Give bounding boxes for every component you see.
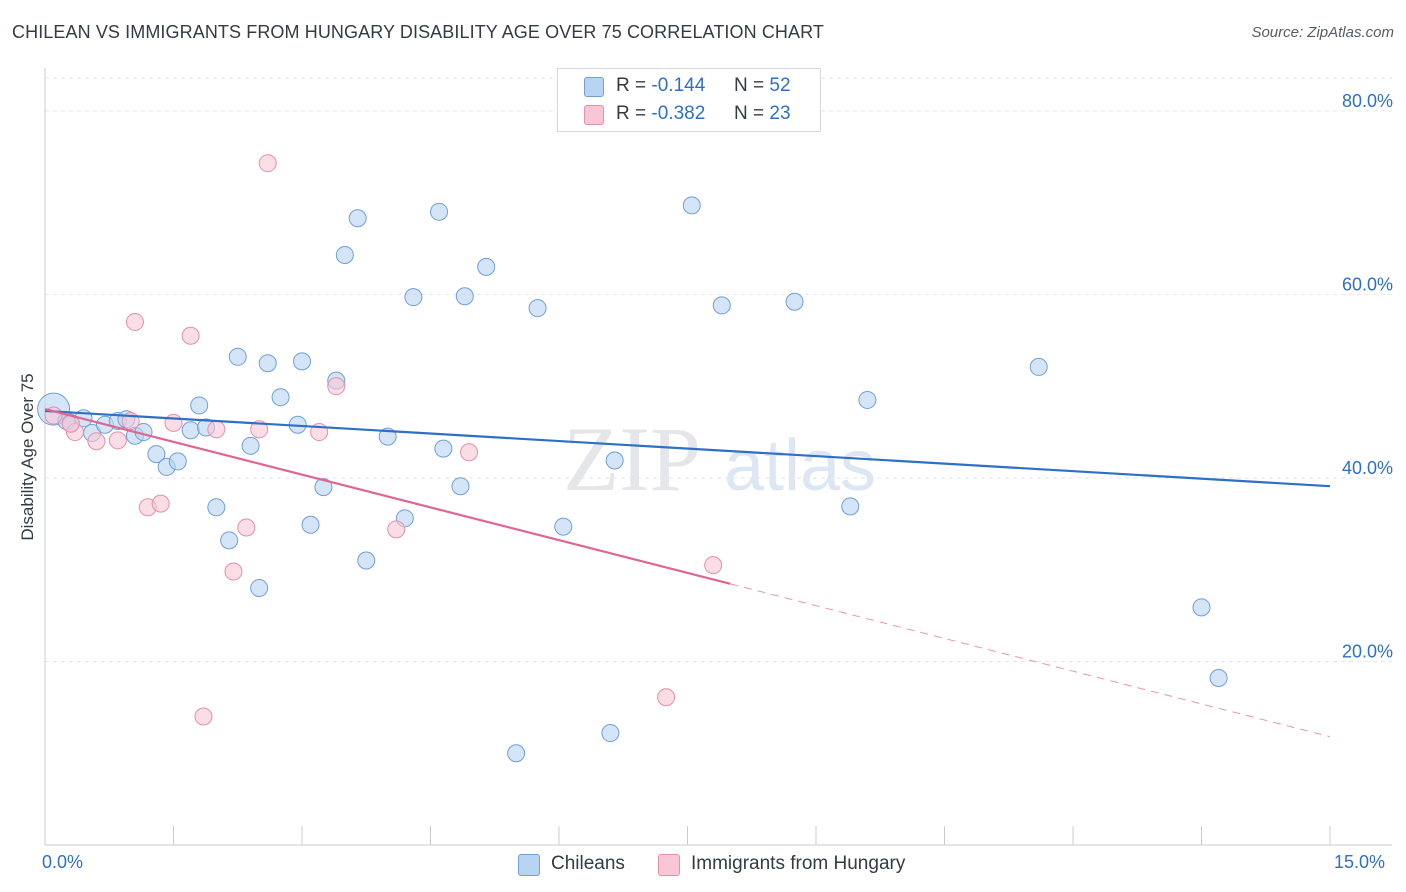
legend-r-chileans: R = -0.144 [616, 75, 706, 96]
point-chileans [605, 451, 624, 470]
point-hungary [704, 556, 723, 575]
point-chileans [712, 296, 731, 315]
legend-r-hungary: R = -0.382 [616, 103, 706, 124]
point-chileans [348, 209, 367, 228]
point-chileans [434, 439, 453, 458]
y-tick-label: 40.0% [1342, 458, 1393, 478]
point-chileans [785, 292, 804, 311]
legend-n-hungary: N = 23 [734, 103, 791, 124]
point-chileans [168, 452, 187, 471]
legend-row-hungary: R = -0.382 N = 23 [558, 101, 820, 127]
trend-line-chileans [44, 409, 1331, 488]
bottom-legend-swatch-chileans [518, 854, 540, 876]
bottom-legend-hungary: Immigrants from Hungary [658, 852, 928, 876]
point-hungary [108, 431, 127, 450]
point-chileans [451, 477, 470, 496]
bottom-legend-chileans: Chileans [518, 852, 628, 876]
point-chileans [293, 352, 311, 371]
point-hungary [224, 562, 243, 581]
chart-title: CHILEAN VS IMMIGRANTS FROM HUNGARY DISAB… [12, 22, 824, 42]
point-hungary [237, 518, 256, 537]
point-chileans [1192, 598, 1211, 617]
point-chileans [335, 245, 354, 264]
point-chileans [841, 497, 860, 516]
point-hungary [181, 326, 200, 345]
point-chileans [228, 347, 247, 366]
point-chileans [301, 515, 320, 534]
bottom-legend-label-hungary: Immigrants from Hungary [691, 853, 906, 874]
point-hungary [151, 494, 170, 513]
point-chileans [682, 196, 701, 215]
point-hungary [164, 413, 183, 432]
point-hungary [207, 420, 226, 439]
bottom-legend-swatch-hungary [658, 854, 680, 876]
y-tick-label: 60.0% [1342, 274, 1393, 294]
bottom-legend-label-chileans: Chileans [551, 853, 625, 874]
point-chileans [477, 257, 496, 276]
source-credit: Source: ZipAtlas.com [1251, 24, 1394, 41]
point-chileans [554, 517, 573, 536]
legend-n-chileans: N = 52 [734, 75, 791, 96]
point-chileans [220, 531, 239, 550]
point-chileans [250, 579, 269, 598]
point-chileans [455, 287, 474, 306]
point-chileans [241, 436, 260, 455]
legend-swatch-chileans [584, 77, 604, 97]
x-tick-label-min: 0.0% [42, 852, 84, 872]
point-chileans [404, 288, 423, 307]
point-hungary [327, 377, 346, 396]
legend-row-chileans: R = -0.144 N = 52 [558, 73, 820, 99]
legend-swatch-hungary [584, 105, 604, 125]
point-hungary [460, 443, 479, 462]
trend-line-hungary [44, 408, 731, 585]
point-hungary [250, 420, 269, 439]
point-hungary [87, 432, 106, 451]
point-hungary [125, 312, 144, 331]
point-chileans [181, 421, 200, 440]
watermark-atlas: atlas [724, 426, 876, 506]
point-chileans [858, 390, 877, 409]
point-chileans [1029, 357, 1048, 376]
trend-line-hungary-extrapolated [730, 583, 1331, 738]
point-chileans [1209, 668, 1228, 687]
point-hungary [657, 688, 676, 707]
point-chileans [378, 427, 397, 446]
point-chileans [601, 724, 620, 743]
point-chileans [357, 551, 376, 570]
point-chileans [271, 388, 290, 407]
point-chileans [314, 478, 333, 497]
point-chileans [207, 498, 226, 517]
correlation-legend: R = -0.144 N = 52 R = -0.382 N = 23 [557, 68, 821, 132]
point-hungary [258, 154, 277, 173]
point-chileans [507, 744, 526, 763]
point-hungary [194, 707, 213, 726]
x-tick-label-max: 15.0% [1334, 852, 1386, 872]
point-chileans [528, 299, 547, 318]
y-axis-label: Disability Age Over 75 [18, 373, 37, 541]
point-chileans [147, 445, 166, 464]
point-chileans [258, 354, 277, 373]
watermark-zip: ZIP [563, 408, 701, 510]
y-tick-label: 20.0% [1342, 641, 1393, 661]
point-chileans [430, 202, 449, 221]
y-tick-label: 80.0% [1342, 91, 1393, 111]
point-chileans [190, 396, 209, 415]
point-hungary [387, 520, 406, 539]
